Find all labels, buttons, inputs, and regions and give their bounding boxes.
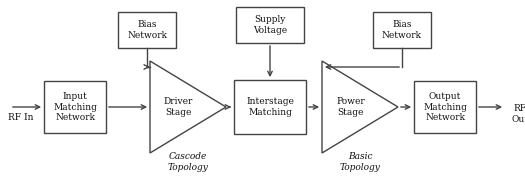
Text: Input
Matching
Network: Input Matching Network (53, 92, 97, 122)
Text: RF
Out: RF Out (512, 104, 525, 124)
Text: Bias
Network: Bias Network (382, 20, 422, 40)
Text: Supply
Voltage: Supply Voltage (253, 15, 287, 35)
Text: Cascode
Topology: Cascode Topology (167, 152, 208, 172)
Bar (414, 81, 476, 133)
Polygon shape (150, 61, 226, 153)
Text: Power
Stage: Power Stage (336, 97, 365, 117)
Bar (234, 80, 306, 134)
Text: RF In: RF In (8, 112, 34, 122)
Text: Interstage
Matching: Interstage Matching (246, 97, 294, 117)
Bar (236, 7, 304, 43)
Text: Basic
Topology: Basic Topology (340, 152, 381, 172)
Text: Output
Matching
Network: Output Matching Network (423, 92, 467, 122)
Polygon shape (322, 61, 398, 153)
Bar (44, 81, 106, 133)
Bar (118, 12, 176, 48)
Text: Driver
Stage: Driver Stage (164, 97, 193, 117)
Bar (373, 12, 431, 48)
Text: Bias
Network: Bias Network (127, 20, 167, 40)
